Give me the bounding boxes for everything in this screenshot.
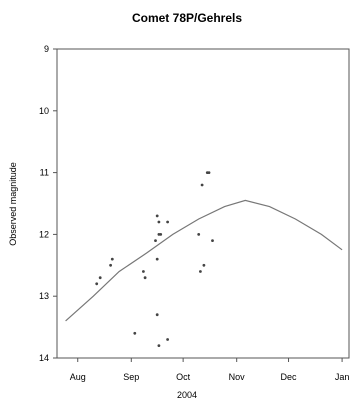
- data-point: [155, 313, 159, 317]
- data-point: [159, 233, 163, 236]
- y-tick-label: 9: [44, 44, 49, 54]
- data-point: [197, 233, 201, 236]
- x-tick-label: Aug: [70, 372, 86, 382]
- data-point: [155, 214, 159, 218]
- data-point: [154, 239, 157, 243]
- data-point: [202, 263, 206, 267]
- data-point: [142, 270, 145, 273]
- data-point: [155, 257, 159, 261]
- y-tick-label: 14: [39, 353, 49, 363]
- data-points: [95, 171, 214, 347]
- data-point: [98, 276, 102, 280]
- data-point: [133, 331, 137, 335]
- y-axis: 9 10 11 12 13 14: [39, 44, 57, 363]
- x-tick-label: Oct: [176, 372, 191, 382]
- data-point: [157, 220, 161, 224]
- data-point: [166, 220, 170, 224]
- data-point: [200, 183, 204, 187]
- x-tick-label: Nov: [229, 372, 246, 382]
- data-point: [199, 270, 202, 273]
- data-point: [110, 257, 114, 261]
- y-axis-label: Observed magnitude: [8, 162, 18, 246]
- x-tick-label: Sep: [123, 372, 139, 382]
- fit-curve: [65, 199, 343, 322]
- plot-frame: [56, 48, 350, 359]
- y-tick-label: 11: [40, 168, 49, 178]
- data-point: [109, 263, 112, 267]
- data-point: [166, 338, 170, 341]
- x-tick-label: Jan: [335, 372, 350, 382]
- x-tick-label: Dec: [281, 372, 298, 382]
- data-point: [211, 239, 214, 243]
- data-point: [95, 282, 99, 286]
- data-point: [207, 171, 211, 175]
- y-tick-label: 10: [39, 106, 49, 116]
- chart-title: Comet 78P/Gehrels: [132, 11, 242, 25]
- data-point: [143, 276, 147, 280]
- x-axis: Aug Sep Oct Nov Dec Jan: [70, 358, 350, 382]
- y-tick-label: 12: [39, 229, 49, 239]
- data-point: [157, 344, 161, 347]
- y-tick-label: 13: [39, 291, 49, 301]
- x-axis-label: 2004: [177, 390, 197, 400]
